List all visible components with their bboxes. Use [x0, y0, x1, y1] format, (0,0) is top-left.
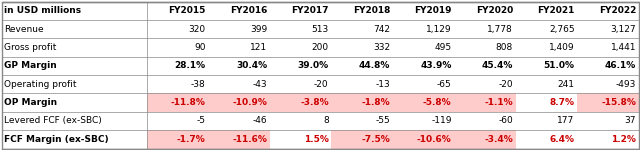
Text: -5.8%: -5.8% [423, 98, 452, 107]
Text: 8.7%: 8.7% [550, 98, 575, 107]
Text: Levered FCF (ex-SBC): Levered FCF (ex-SBC) [4, 116, 102, 125]
Text: 200: 200 [312, 43, 329, 52]
Text: 90: 90 [194, 43, 205, 52]
Text: 513: 513 [312, 25, 329, 34]
Text: -38: -38 [191, 80, 205, 89]
Text: 3,127: 3,127 [611, 25, 636, 34]
Bar [392, 130, 454, 148]
Text: -20: -20 [499, 80, 513, 89]
Text: -1.1%: -1.1% [484, 98, 513, 107]
Text: -3.8%: -3.8% [300, 98, 329, 107]
Text: 1,409: 1,409 [549, 43, 575, 52]
Text: FY2018: FY2018 [353, 6, 390, 15]
Text: FCF Margin (ex-SBC): FCF Margin (ex-SBC) [4, 135, 109, 144]
Text: 808: 808 [496, 43, 513, 52]
Text: 1.5%: 1.5% [304, 135, 329, 144]
Text: -10.9%: -10.9% [232, 98, 267, 107]
Text: -11.6%: -11.6% [232, 135, 267, 144]
Bar [454, 93, 516, 112]
Text: -3.4%: -3.4% [484, 135, 513, 144]
Text: 28.1%: 28.1% [175, 61, 205, 70]
Text: GP Margin: GP Margin [4, 61, 57, 70]
Text: 2,765: 2,765 [549, 25, 575, 34]
Text: -60: -60 [499, 116, 513, 125]
Text: 6.4%: 6.4% [550, 135, 575, 144]
Text: 1,778: 1,778 [487, 25, 513, 34]
Text: 30.4%: 30.4% [236, 61, 267, 70]
Text: -46: -46 [253, 116, 267, 125]
Text: OP Margin: OP Margin [4, 98, 58, 107]
Text: 1,129: 1,129 [426, 25, 452, 34]
Text: -15.8%: -15.8% [601, 98, 636, 107]
Text: Revenue: Revenue [4, 25, 44, 34]
Bar [147, 130, 208, 148]
Text: -1.7%: -1.7% [177, 135, 205, 144]
Text: FY2015: FY2015 [168, 6, 205, 15]
Text: 45.4%: 45.4% [482, 61, 513, 70]
Text: -119: -119 [431, 116, 452, 125]
Text: 495: 495 [435, 43, 452, 52]
Text: Operating profit: Operating profit [4, 80, 77, 89]
Bar [454, 130, 516, 148]
Text: -20: -20 [314, 80, 329, 89]
Text: Gross profit: Gross profit [4, 43, 57, 52]
Text: 44.8%: 44.8% [359, 61, 390, 70]
Text: -11.8%: -11.8% [171, 98, 205, 107]
Text: 241: 241 [557, 80, 575, 89]
Text: -13: -13 [376, 80, 390, 89]
Text: FY2022: FY2022 [598, 6, 636, 15]
Text: 121: 121 [250, 43, 267, 52]
Bar [269, 93, 331, 112]
Text: 332: 332 [373, 43, 390, 52]
Text: -5: -5 [196, 116, 205, 125]
Text: 177: 177 [557, 116, 575, 125]
Text: 51.0%: 51.0% [543, 61, 575, 70]
Text: 8: 8 [323, 116, 329, 125]
Bar [208, 93, 269, 112]
Text: FY2019: FY2019 [414, 6, 452, 15]
Bar [577, 93, 639, 112]
Text: FY2021: FY2021 [537, 6, 575, 15]
Text: 43.9%: 43.9% [420, 61, 452, 70]
Text: -1.8%: -1.8% [362, 98, 390, 107]
Text: FY2016: FY2016 [230, 6, 267, 15]
Text: FY2017: FY2017 [291, 6, 329, 15]
Text: 37: 37 [625, 116, 636, 125]
Bar [392, 93, 454, 112]
Bar [331, 93, 392, 112]
Text: -7.5%: -7.5% [362, 135, 390, 144]
Bar [331, 130, 392, 148]
Text: 399: 399 [250, 25, 267, 34]
Text: 320: 320 [189, 25, 205, 34]
Text: -55: -55 [376, 116, 390, 125]
Bar [208, 130, 269, 148]
Text: 39.0%: 39.0% [298, 61, 329, 70]
Text: -65: -65 [437, 80, 452, 89]
Text: 742: 742 [373, 25, 390, 34]
Text: -43: -43 [253, 80, 267, 89]
Text: 46.1%: 46.1% [605, 61, 636, 70]
Text: 1,441: 1,441 [611, 43, 636, 52]
Text: -493: -493 [616, 80, 636, 89]
Text: -10.6%: -10.6% [417, 135, 452, 144]
Text: FY2020: FY2020 [476, 6, 513, 15]
Text: 1.2%: 1.2% [611, 135, 636, 144]
Bar [147, 93, 208, 112]
Text: in USD millions: in USD millions [4, 6, 82, 15]
